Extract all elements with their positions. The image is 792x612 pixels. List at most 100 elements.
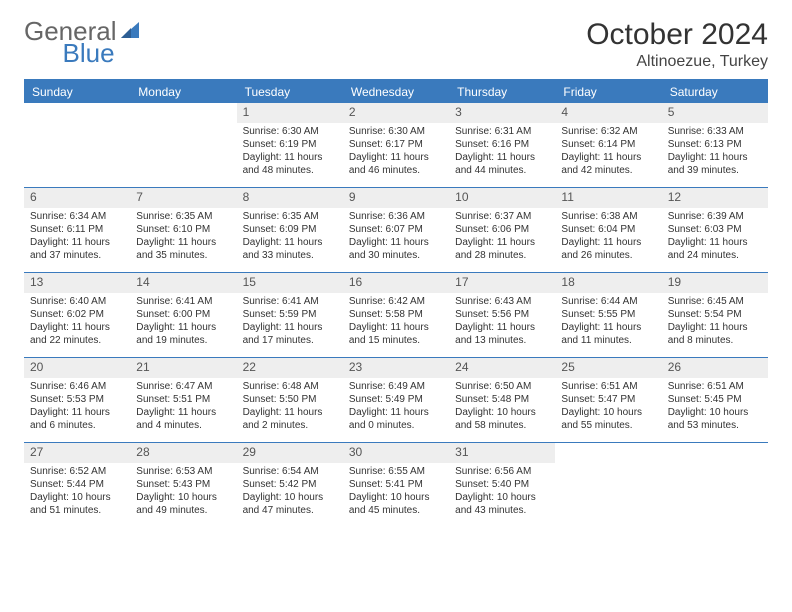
sunrise-text: Sunrise: 6:51 AM (668, 380, 762, 393)
calendar-cell: 18Sunrise: 6:44 AMSunset: 5:55 PMDayligh… (555, 273, 661, 357)
calendar-cell: 19Sunrise: 6:45 AMSunset: 5:54 PMDayligh… (662, 273, 768, 357)
calendar-cell: 15Sunrise: 6:41 AMSunset: 5:59 PMDayligh… (237, 273, 343, 357)
daylight-line1: Daylight: 11 hours (561, 321, 655, 334)
calendar: Sunday Monday Tuesday Wednesday Thursday… (24, 79, 768, 527)
calendar-cell: 24Sunrise: 6:50 AMSunset: 5:48 PMDayligh… (449, 358, 555, 442)
sunrise-text: Sunrise: 6:38 AM (561, 210, 655, 223)
sunrise-text: Sunrise: 6:46 AM (30, 380, 124, 393)
daylight-line1: Daylight: 11 hours (30, 406, 124, 419)
calendar-week: 27Sunrise: 6:52 AMSunset: 5:44 PMDayligh… (24, 442, 768, 527)
calendar-cell: 12Sunrise: 6:39 AMSunset: 6:03 PMDayligh… (662, 188, 768, 272)
daylight-line1: Daylight: 11 hours (349, 151, 443, 164)
calendar-cell: 21Sunrise: 6:47 AMSunset: 5:51 PMDayligh… (130, 358, 236, 442)
calendar-cell: 29Sunrise: 6:54 AMSunset: 5:42 PMDayligh… (237, 443, 343, 527)
calendar-cell: 14Sunrise: 6:41 AMSunset: 6:00 PMDayligh… (130, 273, 236, 357)
day-number: 11 (555, 188, 661, 208)
sunrise-text: Sunrise: 6:54 AM (243, 465, 337, 478)
day-content: Sunrise: 6:51 AMSunset: 5:45 PMDaylight:… (662, 378, 768, 436)
daylight-line1: Daylight: 10 hours (561, 406, 655, 419)
sunset-text: Sunset: 5:47 PM (561, 393, 655, 406)
weekday-header: Thursday (449, 81, 555, 103)
calendar-cell: 28Sunrise: 6:53 AMSunset: 5:43 PMDayligh… (130, 443, 236, 527)
daylight-line2: and 22 minutes. (30, 334, 124, 347)
calendar-cell: 4Sunrise: 6:32 AMSunset: 6:14 PMDaylight… (555, 103, 661, 187)
page-title: October 2024 (586, 18, 768, 51)
calendar-week: 13Sunrise: 6:40 AMSunset: 6:02 PMDayligh… (24, 272, 768, 357)
daylight-line2: and 28 minutes. (455, 249, 549, 262)
day-number: 28 (130, 443, 236, 463)
day-content: Sunrise: 6:51 AMSunset: 5:47 PMDaylight:… (555, 378, 661, 436)
daylight-line2: and 43 minutes. (455, 504, 549, 517)
daylight-line2: and 0 minutes. (349, 419, 443, 432)
day-number: 5 (662, 103, 768, 123)
daylight-line1: Daylight: 11 hours (561, 151, 655, 164)
daylight-line2: and 58 minutes. (455, 419, 549, 432)
calendar-cell: 25Sunrise: 6:51 AMSunset: 5:47 PMDayligh… (555, 358, 661, 442)
daylight-line2: and 26 minutes. (561, 249, 655, 262)
day-number: 21 (130, 358, 236, 378)
day-content: Sunrise: 6:47 AMSunset: 5:51 PMDaylight:… (130, 378, 236, 436)
sunrise-text: Sunrise: 6:48 AM (243, 380, 337, 393)
daylight-line1: Daylight: 11 hours (30, 236, 124, 249)
day-content: Sunrise: 6:41 AMSunset: 5:59 PMDaylight:… (237, 293, 343, 351)
daylight-line1: Daylight: 11 hours (668, 151, 762, 164)
sunrise-text: Sunrise: 6:33 AM (668, 125, 762, 138)
daylight-line2: and 8 minutes. (668, 334, 762, 347)
daylight-line2: and 17 minutes. (243, 334, 337, 347)
daylight-line2: and 51 minutes. (30, 504, 124, 517)
day-number: 14 (130, 273, 236, 293)
weekday-header: Sunday (24, 81, 130, 103)
day-number: 25 (555, 358, 661, 378)
daylight-line1: Daylight: 11 hours (243, 236, 337, 249)
daylight-line1: Daylight: 11 hours (561, 236, 655, 249)
day-content: Sunrise: 6:30 AMSunset: 6:17 PMDaylight:… (343, 123, 449, 181)
calendar-cell (662, 443, 768, 527)
sunrise-text: Sunrise: 6:47 AM (136, 380, 230, 393)
day-number: 16 (343, 273, 449, 293)
sunrise-text: Sunrise: 6:32 AM (561, 125, 655, 138)
logo-sail-icon (119, 20, 141, 42)
day-content: Sunrise: 6:37 AMSunset: 6:06 PMDaylight:… (449, 208, 555, 266)
day-content: Sunrise: 6:32 AMSunset: 6:14 PMDaylight:… (555, 123, 661, 181)
day-number: 23 (343, 358, 449, 378)
weekday-header: Wednesday (343, 81, 449, 103)
sunrise-text: Sunrise: 6:31 AM (455, 125, 549, 138)
sunset-text: Sunset: 5:56 PM (455, 308, 549, 321)
day-content: Sunrise: 6:35 AMSunset: 6:10 PMDaylight:… (130, 208, 236, 266)
header: General Blue October 2024 Altinoezue, Tu… (24, 18, 768, 71)
sunset-text: Sunset: 5:49 PM (349, 393, 443, 406)
day-number: 8 (237, 188, 343, 208)
day-content: Sunrise: 6:42 AMSunset: 5:58 PMDaylight:… (343, 293, 449, 351)
daylight-line1: Daylight: 10 hours (243, 491, 337, 504)
daylight-line2: and 35 minutes. (136, 249, 230, 262)
weekday-header: Tuesday (237, 81, 343, 103)
sunrise-text: Sunrise: 6:53 AM (136, 465, 230, 478)
calendar-cell: 26Sunrise: 6:51 AMSunset: 5:45 PMDayligh… (662, 358, 768, 442)
day-content: Sunrise: 6:43 AMSunset: 5:56 PMDaylight:… (449, 293, 555, 351)
daylight-line1: Daylight: 11 hours (668, 236, 762, 249)
day-content: Sunrise: 6:41 AMSunset: 6:00 PMDaylight:… (130, 293, 236, 351)
sunset-text: Sunset: 5:55 PM (561, 308, 655, 321)
daylight-line2: and 33 minutes. (243, 249, 337, 262)
day-content: Sunrise: 6:54 AMSunset: 5:42 PMDaylight:… (237, 463, 343, 521)
daylight-line1: Daylight: 10 hours (30, 491, 124, 504)
day-number: 24 (449, 358, 555, 378)
sunrise-text: Sunrise: 6:36 AM (349, 210, 443, 223)
sunset-text: Sunset: 6:00 PM (136, 308, 230, 321)
daylight-line2: and 24 minutes. (668, 249, 762, 262)
sunrise-text: Sunrise: 6:30 AM (349, 125, 443, 138)
calendar-cell: 17Sunrise: 6:43 AMSunset: 5:56 PMDayligh… (449, 273, 555, 357)
location-subtitle: Altinoezue, Turkey (586, 53, 768, 71)
day-number: 12 (662, 188, 768, 208)
daylight-line1: Daylight: 11 hours (668, 321, 762, 334)
sunset-text: Sunset: 6:04 PM (561, 223, 655, 236)
calendar-cell: 23Sunrise: 6:49 AMSunset: 5:49 PMDayligh… (343, 358, 449, 442)
daylight-line1: Daylight: 11 hours (136, 321, 230, 334)
sunrise-text: Sunrise: 6:35 AM (243, 210, 337, 223)
daylight-line2: and 49 minutes. (136, 504, 230, 517)
sunrise-text: Sunrise: 6:49 AM (349, 380, 443, 393)
daylight-line2: and 39 minutes. (668, 164, 762, 177)
sunset-text: Sunset: 6:13 PM (668, 138, 762, 151)
sunset-text: Sunset: 5:53 PM (30, 393, 124, 406)
sunrise-text: Sunrise: 6:42 AM (349, 295, 443, 308)
